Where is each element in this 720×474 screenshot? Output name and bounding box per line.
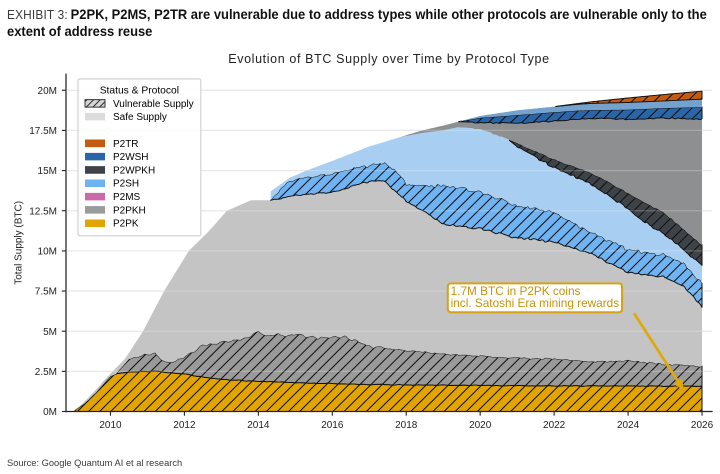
svg-text:P2PK: P2PK: [113, 219, 139, 230]
svg-text:incl. Satoshi Era mining rewar: incl. Satoshi Era mining rewards: [451, 296, 620, 310]
svg-text:Total Supply (BTC): Total Supply (BTC): [14, 201, 25, 285]
svg-text:20M: 20M: [38, 86, 57, 97]
svg-text:7.5M: 7.5M: [35, 287, 57, 298]
svg-text:2024: 2024: [617, 420, 640, 431]
svg-text:P2WSH: P2WSH: [113, 152, 149, 163]
svg-text:P2SH: P2SH: [113, 179, 139, 190]
svg-text:P2MS: P2MS: [113, 192, 141, 203]
svg-text:12.5M: 12.5M: [29, 206, 57, 217]
svg-text:P2TR: P2TR: [113, 139, 139, 150]
svg-text:2016: 2016: [321, 420, 344, 431]
svg-text:Status & Protocol: Status & Protocol: [100, 85, 179, 96]
svg-text:2022: 2022: [543, 420, 566, 431]
svg-text:0M: 0M: [43, 407, 57, 418]
svg-text:2018: 2018: [395, 420, 418, 431]
svg-text:Evolution of BTC Supply over T: Evolution of BTC Supply over Time by Pro…: [228, 52, 549, 66]
svg-text:P2WPKH: P2WPKH: [113, 165, 155, 176]
svg-text:1.7M BTC in P2PK coins: 1.7M BTC in P2PK coins: [451, 284, 581, 298]
svg-text:2010: 2010: [99, 420, 122, 431]
svg-text:15M: 15M: [38, 166, 57, 177]
svg-text:5M: 5M: [43, 327, 57, 338]
svg-text:10M: 10M: [38, 247, 57, 258]
svg-text:Safe Supply: Safe Supply: [113, 112, 167, 123]
svg-text:2.5M: 2.5M: [35, 367, 57, 378]
svg-text:2012: 2012: [173, 420, 196, 431]
svg-text:2020: 2020: [469, 420, 492, 431]
svg-text:17.5M: 17.5M: [29, 126, 57, 137]
svg-text:2026: 2026: [691, 420, 714, 431]
svg-text:P2PKH: P2PKH: [113, 205, 146, 216]
svg-text:Vulnerable Supply: Vulnerable Supply: [113, 99, 194, 110]
svg-text:2014: 2014: [247, 420, 270, 431]
